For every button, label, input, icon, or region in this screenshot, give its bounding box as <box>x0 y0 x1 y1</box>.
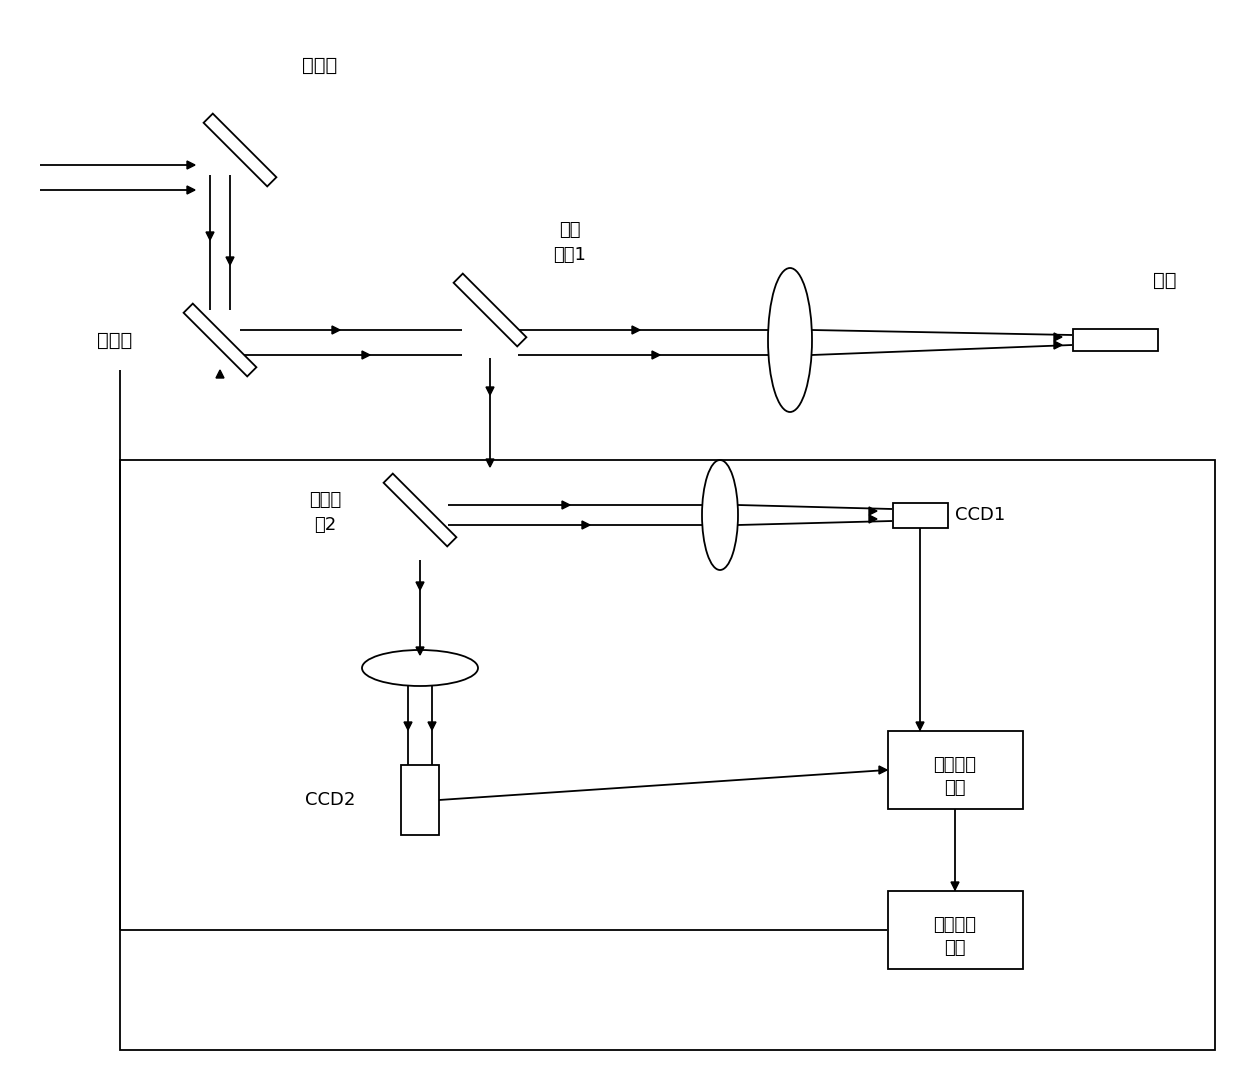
Polygon shape <box>226 257 234 265</box>
Polygon shape <box>404 722 412 730</box>
Bar <box>893 503 947 528</box>
Polygon shape <box>454 273 527 346</box>
Polygon shape <box>632 326 640 334</box>
Text: 神经网络: 神经网络 <box>934 916 977 934</box>
Polygon shape <box>869 515 877 523</box>
Polygon shape <box>916 722 924 730</box>
Polygon shape <box>869 507 877 515</box>
Polygon shape <box>203 114 277 186</box>
Polygon shape <box>332 326 340 334</box>
Polygon shape <box>879 766 887 774</box>
Polygon shape <box>1054 341 1061 349</box>
Polygon shape <box>428 722 436 730</box>
Polygon shape <box>951 882 959 890</box>
Polygon shape <box>582 521 590 529</box>
Text: 图像处理: 图像处理 <box>934 756 977 774</box>
Polygon shape <box>187 186 195 193</box>
Bar <box>888 731 1023 809</box>
Polygon shape <box>562 501 570 509</box>
Polygon shape <box>216 370 224 378</box>
Polygon shape <box>415 582 424 590</box>
Text: 模块: 模块 <box>944 779 966 797</box>
Text: 镜2: 镜2 <box>314 516 336 534</box>
Text: 模块: 模块 <box>944 939 966 957</box>
Polygon shape <box>486 459 494 467</box>
Text: 分光棱: 分光棱 <box>309 491 341 509</box>
Text: CCD2: CCD2 <box>305 791 355 809</box>
Polygon shape <box>206 232 215 240</box>
Polygon shape <box>187 161 195 169</box>
Polygon shape <box>184 304 257 376</box>
Polygon shape <box>362 351 370 359</box>
Polygon shape <box>486 387 494 395</box>
Text: 棱镜1: 棱镜1 <box>553 246 587 264</box>
Text: 快反镜: 快反镜 <box>303 55 337 75</box>
Text: 分光: 分光 <box>559 221 580 239</box>
Bar <box>888 891 1023 969</box>
Bar <box>401 765 439 835</box>
Polygon shape <box>383 473 456 546</box>
Polygon shape <box>415 648 424 655</box>
Bar <box>1073 329 1157 351</box>
Text: 光纤: 光纤 <box>1153 270 1177 290</box>
Polygon shape <box>652 351 660 359</box>
Polygon shape <box>1054 333 1061 341</box>
Text: CCD1: CCD1 <box>955 506 1006 524</box>
Text: 变形镜: 变形镜 <box>98 331 133 349</box>
Bar <box>120 461 1215 1050</box>
